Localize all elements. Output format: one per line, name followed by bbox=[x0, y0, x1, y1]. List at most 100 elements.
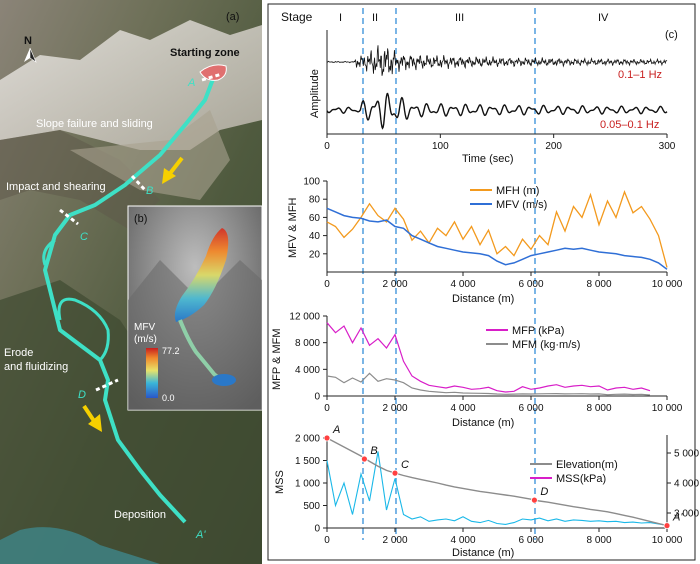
x-tick-label: 6 000 bbox=[518, 403, 543, 414]
mfpmfm-ylabel: MFP & MFM bbox=[271, 328, 283, 390]
point-label-b: B bbox=[146, 185, 153, 197]
x-tick-label: 4 000 bbox=[450, 403, 475, 414]
cross-section-c bbox=[59, 208, 79, 226]
x-tick-label: 2 000 bbox=[382, 403, 407, 414]
panel-b: (b) MFV (m/s) 77.2 0.0 bbox=[127, 205, 263, 411]
x-tick-label: 10 000 bbox=[652, 279, 683, 290]
x-tick-label: 0 bbox=[324, 403, 330, 414]
north-label: N bbox=[24, 35, 32, 47]
y-tick-label: 4 000 bbox=[295, 365, 320, 376]
y-tick-label: 2 000 bbox=[295, 434, 320, 445]
legend-mss: MSS(kPa) bbox=[556, 473, 606, 485]
legend-mfp: MFP (kPa) bbox=[512, 325, 564, 337]
elevation-point-label: C bbox=[401, 459, 409, 471]
mss-legend: Elevation(m) MSS(kPa) bbox=[530, 459, 618, 485]
stage-label-2: II bbox=[372, 12, 378, 24]
x-tick-label: 6 000 bbox=[518, 279, 543, 290]
elevation-point-label: D bbox=[540, 486, 548, 498]
elevation-points: A B C D A' bbox=[323, 424, 683, 529]
snow-mountain-terrain bbox=[0, 20, 262, 150]
series-mfv bbox=[326, 207, 668, 270]
stage-title: Stage bbox=[281, 10, 313, 24]
series-0.1-1hz bbox=[326, 45, 668, 76]
y-tick-label: 0 bbox=[314, 392, 320, 403]
legend-elevation: Elevation(m) bbox=[556, 459, 618, 471]
stage-label-1: I bbox=[339, 12, 342, 24]
cross-section-a bbox=[201, 72, 223, 82]
mfvmfh-ticks: 0 2 000 4 000 6 000 8 000 10 000 20 40 60 80 100 bbox=[303, 177, 682, 291]
flow-loop bbox=[57, 297, 110, 362]
mfvmfh-legend: MFH (m) MFV (m/s) bbox=[470, 185, 547, 211]
mss-xlabel: Distance (m) bbox=[452, 547, 514, 559]
y-tick-label: 0 bbox=[314, 524, 320, 535]
x-tick-label: 10 000 bbox=[652, 403, 683, 414]
y-tick-label: 80 bbox=[309, 195, 321, 206]
mfv-legend-max: 77.2 bbox=[162, 346, 180, 356]
legend-mfv: MFV (m/s) bbox=[496, 199, 547, 211]
label-impact-shearing: Impact and shearing bbox=[6, 181, 106, 193]
x-tick-label: 4 000 bbox=[450, 279, 475, 290]
elevation-point bbox=[323, 434, 331, 442]
panel-c-tag: (c) bbox=[665, 29, 678, 41]
x-tick-label: 4 000 bbox=[450, 535, 475, 546]
mfv-colorbar bbox=[146, 348, 158, 398]
x-tick-label: 0 bbox=[324, 141, 330, 152]
y-tick-label: 12 000 bbox=[289, 312, 320, 323]
mfp-mfm-subplot: MFP & MFM Distance (m) 0 2 000 4 000 6 000 8… bbox=[271, 312, 683, 430]
inset-terrain-ridge bbox=[128, 260, 262, 410]
panel-b-tag: (b) bbox=[134, 213, 147, 225]
mfvmfh-ylabel: MFV & MFH bbox=[287, 197, 299, 258]
x-tick-label: 8 000 bbox=[586, 279, 611, 290]
mss-ylabel: MSS bbox=[274, 470, 286, 494]
legend-mfh: MFH (m) bbox=[496, 185, 539, 197]
label-slope-failure: Slope failure and sliding bbox=[36, 118, 153, 130]
y-tick-label: 20 bbox=[309, 249, 321, 260]
point-label-d: D bbox=[78, 389, 86, 401]
y-tick-label: 1 000 bbox=[295, 479, 320, 490]
stage-boundaries bbox=[362, 8, 536, 540]
point-label-a-prime: A' bbox=[195, 529, 206, 541]
label-fluidizing: and fluidizing bbox=[4, 361, 68, 373]
elevation-point bbox=[391, 469, 399, 477]
mfv-legend-min: 0.0 bbox=[162, 393, 175, 403]
flow-branch bbox=[42, 238, 56, 266]
elevation-point-label: A bbox=[332, 424, 340, 436]
point-label-a: A bbox=[187, 77, 195, 89]
x-tick-label: 8 000 bbox=[586, 403, 611, 414]
series-elevation bbox=[326, 437, 668, 527]
y-tick-label: 500 bbox=[303, 501, 320, 512]
inset-deposit bbox=[212, 374, 236, 386]
stage-label-3: III bbox=[455, 12, 464, 24]
x-tick-label: 100 bbox=[432, 141, 449, 152]
label-0.05-0.1hz: 0.05–0.1 Hz bbox=[600, 119, 659, 131]
mfpmfm-xlabel: Distance (m) bbox=[452, 417, 514, 429]
stage-label-4: IV bbox=[598, 12, 609, 24]
y-tick-label: 4 000 bbox=[674, 479, 699, 490]
ridge-shade bbox=[0, 130, 160, 230]
panel-c-frame bbox=[267, 3, 696, 561]
series-0.05-0.1hz bbox=[326, 92, 668, 130]
starting-zone-marker bbox=[199, 64, 227, 81]
elevation-point bbox=[531, 496, 538, 504]
x-tick-label: 200 bbox=[545, 141, 562, 152]
series-mfh bbox=[326, 190, 668, 268]
series-mss bbox=[326, 451, 668, 526]
inset-flow-body bbox=[174, 228, 229, 322]
point-label-c: C bbox=[80, 231, 88, 243]
x-tick-label: 8 000 bbox=[586, 535, 611, 546]
y-tick-label: 8 000 bbox=[295, 338, 320, 349]
x-tick-label: 0 bbox=[324, 535, 330, 546]
series-mfm bbox=[326, 372, 651, 396]
seismic-x-ticks: 0 100 200 300 bbox=[324, 134, 676, 152]
y-tick-label: 5 000 bbox=[674, 449, 699, 460]
x-tick-label: 300 bbox=[659, 141, 676, 152]
elevation-point bbox=[360, 455, 368, 463]
north-arrow-icon bbox=[24, 47, 37, 63]
flow-direction-arrow-1 bbox=[162, 156, 184, 184]
river-water bbox=[0, 527, 160, 564]
y-tick-label: 100 bbox=[303, 177, 320, 188]
valley-slope bbox=[70, 110, 230, 200]
panel-a-tag: (a) bbox=[226, 11, 239, 23]
mfpmfm-legend: MFP (kPa) MFM (kg·m/s) bbox=[486, 325, 580, 351]
flow-direction-arrow-2 bbox=[82, 404, 102, 432]
